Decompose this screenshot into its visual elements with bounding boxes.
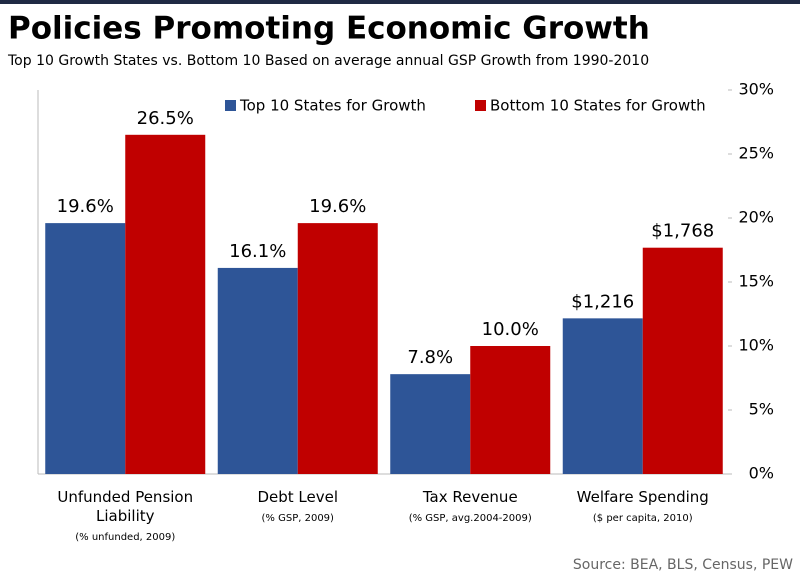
chart-title: Policies Promoting Economic Growth [8, 11, 650, 47]
legend-swatch [475, 100, 486, 111]
x-tick-label: Unfunded Pension Liability [57, 488, 194, 525]
top-rule [0, 0, 800, 4]
value-label: $1,768 [651, 221, 714, 242]
y-tick-label: 0% [749, 464, 774, 483]
x-tick-label: Debt Level [257, 488, 339, 506]
bar [45, 223, 126, 474]
bar [470, 346, 551, 474]
category-note: (% GSP, avg.2004-2009) [408, 513, 532, 524]
y-tick-label: 25% [738, 144, 774, 163]
value-label: 10.0% [482, 319, 539, 340]
y-tick-label: 30% [738, 80, 774, 99]
category-note: (% GSP, 2009) [261, 513, 334, 524]
x-tick-label: Tax Revenue [422, 488, 518, 506]
chart-subtitle: Top 10 Growth States vs. Bottom 10 Based… [7, 53, 649, 69]
bar [562, 318, 643, 474]
value-label: 7.8% [407, 347, 453, 368]
legend-label: Bottom 10 States for Growth [490, 97, 706, 115]
bar [297, 223, 378, 474]
y-tick-label: 5% [749, 400, 774, 419]
value-label: 19.6% [57, 196, 114, 217]
y-tick-label: 10% [738, 336, 774, 355]
legend-swatch [225, 100, 236, 111]
y-tick-label: 15% [738, 272, 774, 291]
category-note: (% unfunded, 2009) [75, 532, 176, 543]
value-label: 16.1% [229, 241, 286, 262]
value-label: 26.5% [137, 108, 194, 129]
bar [390, 374, 471, 474]
value-label: $1,216 [571, 291, 634, 312]
value-label: 19.6% [309, 196, 366, 217]
bar [642, 247, 723, 474]
source: Source: BEA, BLS, Census, PEW [573, 557, 793, 573]
x-tick-label: Welfare Spending [576, 488, 709, 506]
legend-label: Top 10 States for Growth [239, 97, 426, 115]
y-tick-label: 20% [738, 208, 774, 227]
bar [125, 134, 206, 475]
category-note: ($ per capita, 2010) [592, 513, 693, 524]
bar [217, 267, 298, 474]
